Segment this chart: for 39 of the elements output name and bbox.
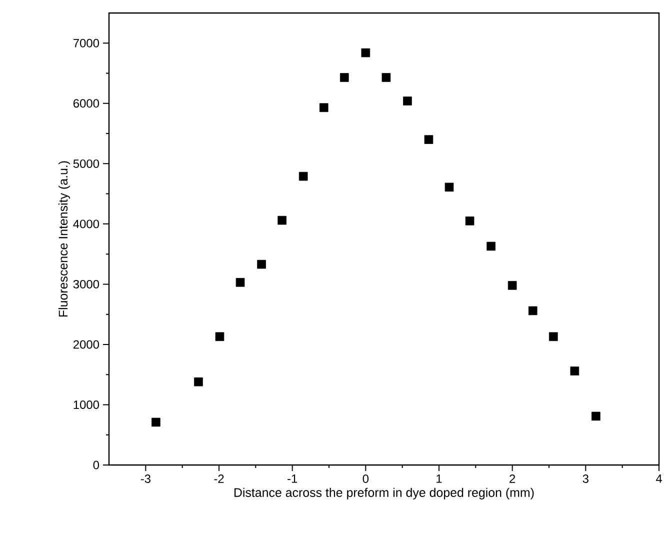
point bbox=[298, 172, 308, 181]
point bbox=[465, 216, 474, 226]
point bbox=[257, 260, 266, 269]
y-tick-label: 0 bbox=[93, 460, 100, 470]
x-tick-label: -3 bbox=[140, 474, 150, 483]
point bbox=[215, 332, 224, 342]
point bbox=[194, 377, 203, 386]
x-tick-label: 0 bbox=[362, 474, 369, 483]
point bbox=[340, 73, 349, 82]
y-tick-label: 4000 bbox=[73, 220, 100, 228]
x-axis-title: Distance across the preform in dye doped region (mm) bbox=[234, 488, 534, 500]
point bbox=[528, 306, 538, 316]
point bbox=[152, 418, 160, 427]
x-tick-label: 2 bbox=[510, 474, 516, 483]
y-axis-title: Fluorescence Intensity (a.u.) bbox=[58, 161, 70, 317]
point bbox=[548, 332, 558, 342]
point bbox=[592, 412, 600, 421]
x-tick-label: 4 bbox=[656, 474, 662, 483]
point bbox=[361, 48, 370, 58]
x-tick-label: 1 bbox=[436, 474, 442, 483]
y-tick-label: 6000 bbox=[73, 99, 100, 108]
point bbox=[424, 135, 434, 144]
y-tick-label: 7000 bbox=[73, 38, 100, 48]
point bbox=[382, 73, 391, 82]
y-tick-label: 1000 bbox=[74, 400, 100, 409]
x-tick-label: -2 bbox=[214, 474, 224, 483]
point bbox=[278, 216, 286, 225]
point bbox=[486, 242, 496, 251]
point bbox=[570, 366, 580, 376]
point bbox=[508, 281, 517, 290]
point bbox=[444, 182, 454, 192]
x-tick-label: -1 bbox=[288, 474, 298, 483]
x-tick-label: 3 bbox=[582, 474, 588, 483]
y-tick-label: 2000 bbox=[73, 340, 100, 349]
y-tick-label: 5000 bbox=[73, 159, 100, 168]
point bbox=[403, 96, 412, 106]
point bbox=[319, 103, 328, 112]
y-tick-label: 3000 bbox=[73, 280, 100, 288]
point bbox=[236, 278, 245, 287]
